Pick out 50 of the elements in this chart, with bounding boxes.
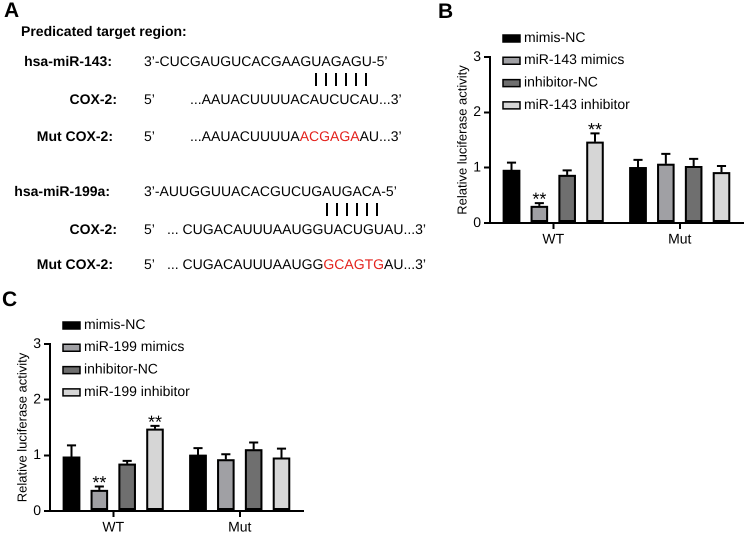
text: GCAGTG xyxy=(323,256,384,272)
y-tick-label: 0 xyxy=(33,502,42,518)
y-axis-title: Relative luciferase activity xyxy=(454,64,470,215)
y-tick-label: 3 xyxy=(473,48,482,64)
text: AU...3’ xyxy=(360,128,402,144)
legend-label: mimis-NC xyxy=(84,316,146,332)
text: Mut COX-2: xyxy=(36,128,113,144)
text: 5’ xyxy=(144,91,155,107)
legend-label: mimis-NC xyxy=(524,28,586,45)
text: Mut COX-2: xyxy=(36,256,113,272)
chart-title: B xyxy=(438,0,454,23)
legend-label: miR-143 mimics xyxy=(524,51,624,68)
y-axis-title: Relative luciferase activity xyxy=(14,352,30,502)
text: 5’ xyxy=(144,256,155,272)
text: ... CUGACAUUUAAUGG xyxy=(167,256,324,272)
legend-label: inhibitor-NC xyxy=(524,73,598,90)
x-tick-label: WT xyxy=(102,518,125,534)
text: ...AAUACUUUUACAUCUCAU...3’ xyxy=(190,91,402,107)
text: hsa-miR-199a: xyxy=(14,183,110,199)
text: COX-2: xyxy=(70,91,117,107)
y-tick-label: 2 xyxy=(473,103,482,120)
text: 5’ xyxy=(144,128,155,144)
legend-label: miR-143 inhibitor xyxy=(524,96,630,112)
x-tick-label: Mut xyxy=(668,230,692,246)
y-tick-label: 3 xyxy=(33,334,42,351)
x-tick-label: Mut xyxy=(228,518,252,534)
data-label: ** xyxy=(148,412,162,432)
y-tick-label: 0 xyxy=(473,214,482,230)
text: 3’-AUUGGUUACACGUCUGAUGACA-5’ xyxy=(144,183,397,199)
text: ACGAGA xyxy=(300,128,360,144)
x-tick-label: WT xyxy=(542,230,565,246)
text: 5’ xyxy=(144,221,155,237)
text: ...AAUACUUUUA xyxy=(190,128,300,144)
data-label: ** xyxy=(532,189,546,210)
y-tick-label: 2 xyxy=(33,390,42,407)
chart-title: C xyxy=(2,288,18,311)
text: AU...3’ xyxy=(384,256,426,272)
data-label: ** xyxy=(92,472,106,493)
text: COX-2: xyxy=(70,221,117,237)
y-tick-label: 1 xyxy=(473,158,482,175)
legend-label: inhibitor-NC xyxy=(84,360,158,376)
data-label: ** xyxy=(588,119,602,140)
text: 3’-CUCGAUGUCACGAAGUAGAGU-5’ xyxy=(144,53,388,69)
y-tick-label: 1 xyxy=(33,446,42,462)
text: A xyxy=(4,0,20,22)
legend-label: miR-199 inhibitor xyxy=(84,382,190,399)
text: ... CUGACAUUUAAUGGUACUGUAU...3’ xyxy=(167,221,426,237)
text: hsa-miR-143: xyxy=(24,53,112,69)
text: Predicated target region: xyxy=(21,23,187,39)
legend-label: miR-199 mimics xyxy=(84,338,184,354)
